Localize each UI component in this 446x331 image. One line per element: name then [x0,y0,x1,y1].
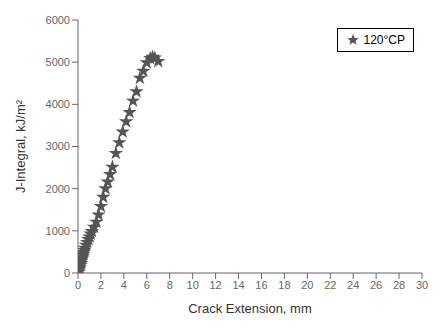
svg-text:1000: 1000 [46,225,70,237]
svg-text:0: 0 [75,279,81,291]
svg-text:0: 0 [64,267,70,279]
svg-text:6: 6 [144,279,150,291]
svg-text:2: 2 [98,279,104,291]
svg-text:16: 16 [255,279,267,291]
svg-text:8: 8 [167,279,173,291]
svg-text:20: 20 [301,279,313,291]
svg-text:26: 26 [370,279,382,291]
svg-text:4: 4 [121,279,127,291]
svg-text:10: 10 [187,279,199,291]
svg-text:28: 28 [393,279,405,291]
html-text:120°CP: 120°CP [363,33,405,47]
svg-text:22: 22 [324,279,336,291]
svg-text:30: 30 [416,279,428,291]
svg-text:14: 14 [232,279,244,291]
svg-text:12: 12 [209,279,221,291]
svg-text:18: 18 [278,279,290,291]
svg-text:4000: 4000 [46,98,70,110]
svg-text:J-Integral, kJ/m²: J-Integral, kJ/m² [13,99,28,193]
svg-text:2000: 2000 [46,183,70,195]
svg-text:5000: 5000 [46,56,70,68]
svg-text:Crack Extension, mm: Crack Extension, mm [188,301,312,316]
svg-text:3000: 3000 [46,140,70,152]
svg-text:6000: 6000 [46,14,70,26]
svg-text:24: 24 [347,279,359,291]
